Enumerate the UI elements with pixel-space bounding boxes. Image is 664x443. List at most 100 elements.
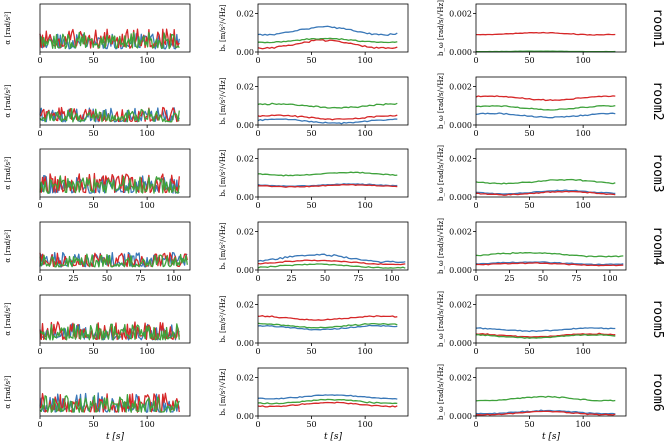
x-tick-label: 0 — [255, 347, 260, 356]
y-axis-label: b_ω [rad/s/√Hz] — [437, 0, 445, 56]
series-blue — [257, 394, 398, 400]
panel-room6-ba: 0 50 100 0.00 0.02 bₐ [m/s²/√Hz] — [219, 367, 409, 429]
x-tick-label: 50 — [538, 274, 548, 283]
series-red — [258, 183, 398, 188]
series-red — [257, 259, 406, 266]
series-green — [475, 251, 624, 258]
x-tick-label: 75 — [571, 274, 581, 283]
y-axis-label: α [rad/s²] — [4, 302, 12, 335]
panel-room3-bw: 0 50 100 0.000 0.002 b_ω [rad/s/√Hz] — [437, 145, 627, 210]
y-axis-label: α [rad/s²] — [4, 156, 12, 189]
x-tick-label: 0 — [37, 56, 42, 65]
y-tick-label: 0.02 — [236, 83, 254, 92]
y-tick-label: 0.002 — [449, 155, 472, 164]
y-axis-label: α [rad/s²] — [4, 11, 12, 44]
panel-room3-alpha: 0 50 100 α [rad/s²] — [4, 148, 191, 210]
axes-frame — [475, 3, 627, 53]
x-tick-label: 0 — [473, 274, 478, 283]
panel-room4-bw: 0 25 50 75 100 0.000 0.002 b_ω [rad/s/√Hz] — [437, 218, 627, 283]
x-tick-label: 0 — [473, 56, 478, 65]
series-red — [257, 401, 398, 408]
series-green — [257, 102, 398, 109]
x-tick-label: 0 — [255, 56, 260, 65]
y-axis-label: bₐ [m/s²/√Hz] — [219, 222, 227, 269]
x-tick-label: 50 — [524, 420, 534, 429]
y-tick-label: 0.002 — [449, 10, 472, 19]
axes-frame — [475, 76, 627, 126]
y-tick-label: 0.000 — [449, 121, 472, 130]
series-red — [475, 262, 624, 267]
x-tick-label: 0 — [255, 129, 260, 138]
y-tick-label: 0.000 — [449, 266, 472, 275]
y-tick-label: 0.00 — [236, 121, 254, 130]
y-tick-label: 0.02 — [236, 374, 254, 383]
x-axis-label: t [s] — [542, 432, 561, 442]
x-tick-label: 0 — [37, 201, 42, 210]
panel-room2-ba: 0 50 100 0.00 0.02 bₐ [m/s²/√Hz] — [219, 76, 409, 138]
x-tick-label: 0 — [37, 347, 42, 356]
row-label-room1: room1 — [650, 8, 664, 47]
series-red — [476, 190, 616, 196]
x-tick-label: 25 — [68, 274, 78, 283]
series-green — [257, 263, 406, 269]
axes-frame — [39, 294, 191, 344]
y-tick-label: 0.00 — [236, 266, 254, 275]
y-tick-label: 0.000 — [449, 339, 472, 348]
panel-room5-ba: 0 50 100 0.00 0.02 bₐ [m/s²/√Hz] — [219, 294, 409, 356]
series-green — [475, 104, 616, 111]
series-blue — [475, 261, 624, 266]
panel-room2-bw: 0 50 100 0.000 0.002 b_ω [rad/s/√Hz] — [437, 73, 627, 138]
x-tick-label: 100 — [358, 56, 373, 65]
x-tick-label: 50 — [524, 201, 534, 210]
axes-frame — [475, 294, 627, 344]
series-green — [257, 37, 398, 44]
axes-frame — [39, 221, 191, 271]
panel-room5-alpha: 0 50 100 α [rad/s²] — [4, 294, 191, 356]
x-tick-label: 50 — [524, 347, 534, 356]
series-red — [257, 315, 398, 321]
x-tick-label: 100 — [576, 56, 591, 65]
series-green — [475, 50, 616, 53]
y-axis-label: bₐ [m/s²/√Hz] — [219, 368, 227, 415]
x-tick-label: 50 — [88, 420, 98, 429]
axes-frame — [475, 148, 627, 198]
panel-room5-bw: 0 50 100 0.000 0.002 b_ω [rad/s/√Hz] — [437, 291, 627, 356]
x-tick-label: 100 — [140, 129, 155, 138]
axes-frame — [257, 148, 409, 198]
series-blue — [257, 118, 398, 125]
x-tick-label: 100 — [576, 347, 591, 356]
y-tick-label: 0.000 — [449, 193, 472, 202]
panel-room6-alpha: 0 50 100 α [rad/s²] — [4, 367, 191, 429]
x-tick-label: 100 — [166, 274, 181, 283]
panel-room2-alpha: 0 50 100 α [rad/s²] — [4, 76, 191, 138]
axes-frame — [39, 3, 191, 53]
y-axis-label: bₐ [m/s²/√Hz] — [219, 149, 227, 196]
y-tick-label: 0.00 — [236, 193, 254, 202]
x-tick-label: 50 — [88, 56, 98, 65]
series-red — [475, 95, 616, 102]
x-tick-label: 100 — [140, 347, 155, 356]
axes-frame — [39, 148, 191, 198]
y-axis-label: b_ω [rad/s/√Hz] — [437, 218, 445, 274]
x-tick-label: 0 — [473, 129, 478, 138]
y-tick-label: 0.02 — [236, 228, 254, 237]
y-tick-label: 0.02 — [236, 10, 254, 19]
x-tick-label: 50 — [306, 420, 316, 429]
y-axis-label: b_ω [rad/s/√Hz] — [437, 364, 445, 420]
x-tick-label: 0 — [473, 347, 478, 356]
x-tick-label: 100 — [358, 420, 373, 429]
axes-frame — [39, 76, 191, 126]
x-tick-label: 100 — [576, 201, 591, 210]
series-blue — [257, 324, 398, 331]
axes-frame — [257, 367, 409, 417]
series-green — [257, 398, 398, 405]
row-label-room3: room3 — [650, 153, 664, 192]
series-red — [475, 410, 616, 416]
row-label-room5: room5 — [650, 299, 664, 338]
y-tick-label: 0.002 — [449, 83, 472, 92]
axes-frame — [475, 367, 627, 417]
y-axis-label: b_ω [rad/s/√Hz] — [437, 73, 445, 129]
series-red — [257, 39, 398, 50]
y-tick-label: 0.00 — [236, 412, 254, 421]
series-green — [39, 175, 180, 194]
